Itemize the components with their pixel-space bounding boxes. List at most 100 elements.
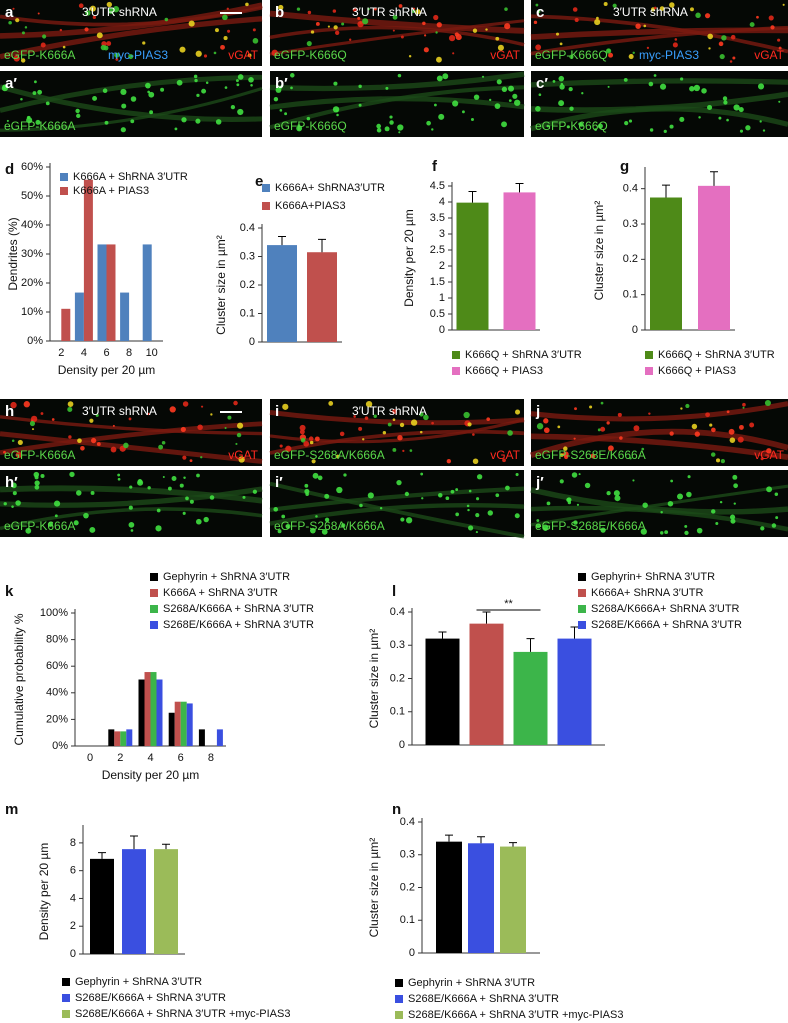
puncta (104, 120, 109, 125)
puncta (442, 73, 449, 80)
puncta (179, 46, 186, 53)
puncta (543, 427, 550, 434)
puncta (684, 524, 688, 528)
puncta (196, 93, 200, 97)
puncta (696, 527, 703, 534)
puncta (80, 445, 85, 451)
label-red: vGAT (228, 448, 258, 462)
puncta (396, 479, 402, 486)
puncta (468, 525, 474, 531)
dendrite (269, 409, 525, 426)
puncta (115, 58, 119, 61)
puncta (679, 116, 685, 123)
legend-swatch (645, 351, 653, 359)
dendrite (269, 71, 525, 92)
puncta (237, 74, 244, 80)
puncta (11, 505, 14, 508)
puncta (558, 100, 565, 107)
y-tick-label: 0 (632, 324, 638, 336)
puncta (392, 29, 395, 32)
puncta (62, 45, 66, 49)
puncta (47, 521, 53, 527)
puncta (470, 118, 474, 122)
puncta (341, 523, 346, 528)
puncta (436, 56, 442, 63)
puncta (405, 517, 413, 524)
y-axis-label: Density per 20 µm (402, 209, 416, 307)
puncta (719, 500, 723, 504)
y-axis-label: Cluster size in µm² (214, 235, 228, 335)
puncta (40, 42, 46, 48)
puncta (252, 38, 259, 44)
puncta (742, 402, 746, 407)
puncta (34, 484, 40, 490)
puncta (707, 33, 714, 40)
puncta (686, 491, 692, 498)
bar (436, 841, 462, 953)
panel-letter: h (5, 403, 14, 420)
puncta (214, 28, 219, 33)
puncta (85, 10, 91, 16)
y-tick-label: 0 (249, 336, 255, 348)
puncta (230, 105, 236, 110)
puncta (314, 436, 320, 442)
puncta (576, 503, 580, 506)
puncta (572, 7, 578, 12)
y-tick-label: 0.3 (390, 639, 405, 651)
puncta (624, 121, 629, 126)
puncta (26, 117, 33, 124)
dendrite (530, 14, 788, 54)
puncta (566, 497, 572, 503)
puncta (738, 106, 744, 113)
puncta (210, 413, 213, 416)
puncta (502, 458, 506, 463)
puncta (200, 456, 203, 459)
puncta (707, 104, 713, 111)
bar (90, 858, 114, 954)
puncta (110, 446, 117, 453)
puncta (392, 448, 397, 452)
puncta (336, 113, 339, 117)
puncta (174, 127, 178, 131)
x-tick-label: 4 (81, 347, 87, 359)
puncta (42, 34, 47, 39)
puncta (278, 4, 284, 11)
puncta (680, 77, 684, 81)
label-green: eGFP-K666Q (274, 48, 347, 62)
puncta (419, 412, 424, 417)
puncta (310, 527, 316, 534)
panel-letter: f (432, 158, 438, 175)
puncta (279, 444, 283, 448)
puncta (600, 401, 604, 405)
dendrite (0, 421, 263, 455)
bar (106, 244, 116, 341)
puncta (385, 86, 389, 90)
label-green: eGFP-S268A/K666A (274, 519, 385, 533)
error-bar (526, 638, 535, 652)
puncta (476, 474, 483, 480)
legend-label: S268A/K666A + ShRNA 3′UTR (163, 603, 314, 615)
legend-swatch (150, 589, 158, 597)
puncta (11, 439, 15, 442)
puncta (397, 124, 404, 131)
puncta (642, 502, 648, 508)
y-axis-label: Cluster size in µm² (367, 629, 381, 729)
puncta (315, 515, 318, 518)
puncta (664, 530, 669, 535)
puncta (183, 476, 186, 479)
puncta (421, 497, 424, 500)
dendrite (0, 84, 263, 123)
puncta (349, 38, 352, 41)
legend-label: Gephyrin+ ShRNA 3′UTR (591, 571, 715, 583)
puncta (220, 44, 225, 50)
puncta (535, 44, 542, 51)
puncta (475, 513, 480, 518)
puncta (237, 422, 244, 429)
puncta (89, 418, 94, 423)
bar (216, 729, 223, 746)
puncta (397, 73, 402, 78)
error-bar (662, 184, 670, 198)
dendrite (269, 25, 525, 47)
puncta (341, 22, 345, 26)
y-tick-label: 40% (46, 687, 68, 699)
